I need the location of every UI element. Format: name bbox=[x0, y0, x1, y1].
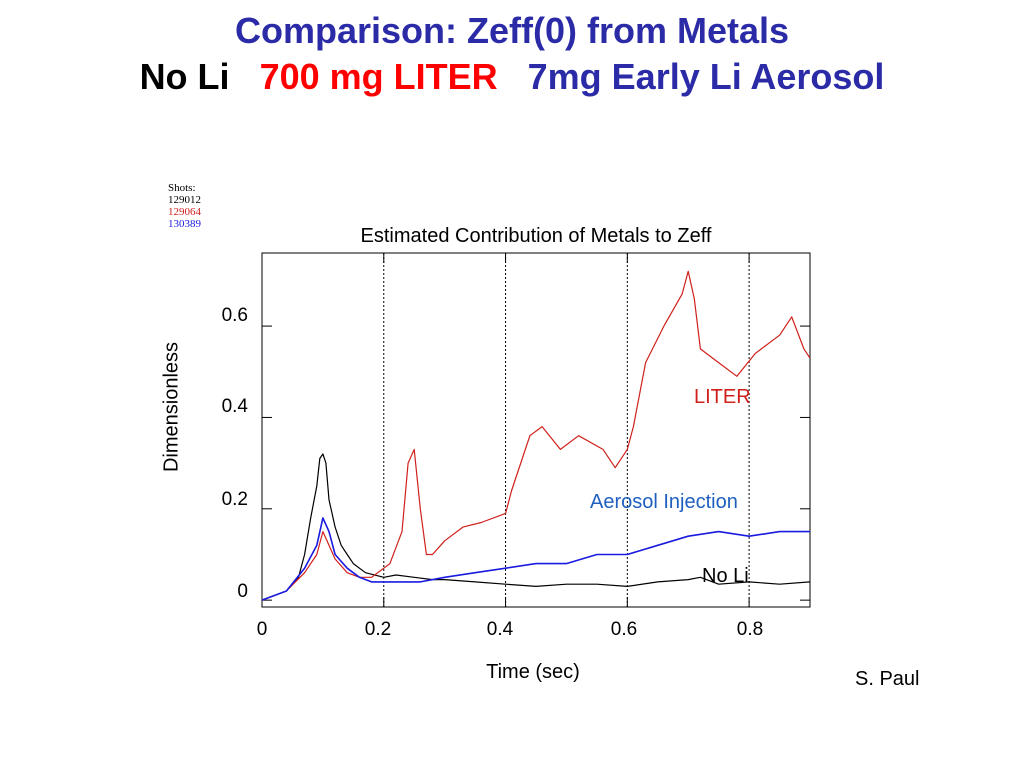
y-tick-label: 0.6 bbox=[221, 305, 248, 326]
slide-subtitle: No Li 700 mg LITER 7mg Early Li Aerosol bbox=[0, 57, 1024, 97]
x-tick-label: 0 bbox=[256, 619, 268, 640]
shots-legend: Shots: 129012 129064 130389 bbox=[168, 182, 201, 230]
subtitle-no-li: No Li bbox=[139, 56, 230, 97]
annotation-aerosol: Aerosol Injection bbox=[590, 491, 738, 513]
x-tick-label: 0.6 bbox=[610, 619, 638, 640]
plot-frame bbox=[261, 252, 811, 608]
series-line-2 bbox=[261, 517, 810, 601]
shots-legend-entry: 130389 bbox=[168, 218, 201, 230]
slide-title: Comparison: Zeff(0) from Metals bbox=[234, 10, 790, 51]
x-axis-label: Time (sec) bbox=[486, 661, 580, 683]
author-credit: S. Paul bbox=[855, 668, 920, 690]
annotation-liter: LITER bbox=[694, 386, 751, 408]
chart-title: Estimated Contribution of Metals to Zeff bbox=[360, 225, 712, 247]
x-tick-label: 0.8 bbox=[736, 619, 764, 640]
y-axis-label: Dimensionless bbox=[160, 341, 183, 473]
series-line-1 bbox=[261, 270, 811, 601]
shots-legend-entry: 129064 bbox=[168, 206, 201, 218]
subtitle-aerosol: 7mg Early Li Aerosol bbox=[527, 56, 885, 97]
y-tick-label: 0 bbox=[237, 581, 248, 602]
x-tick-label: 0.2 bbox=[364, 619, 392, 640]
shots-legend-header: Shots: bbox=[168, 182, 196, 194]
annotation-no-li: No Li bbox=[702, 565, 749, 587]
series-line-0 bbox=[261, 453, 811, 601]
shots-legend-entry: 129012 bbox=[168, 194, 201, 206]
subtitle-liter: 700 mg LITER bbox=[259, 56, 498, 97]
y-tick-label: 0.4 bbox=[221, 396, 248, 417]
y-tick-label: 0.2 bbox=[221, 489, 248, 510]
x-tick-label: 0.4 bbox=[486, 619, 514, 640]
